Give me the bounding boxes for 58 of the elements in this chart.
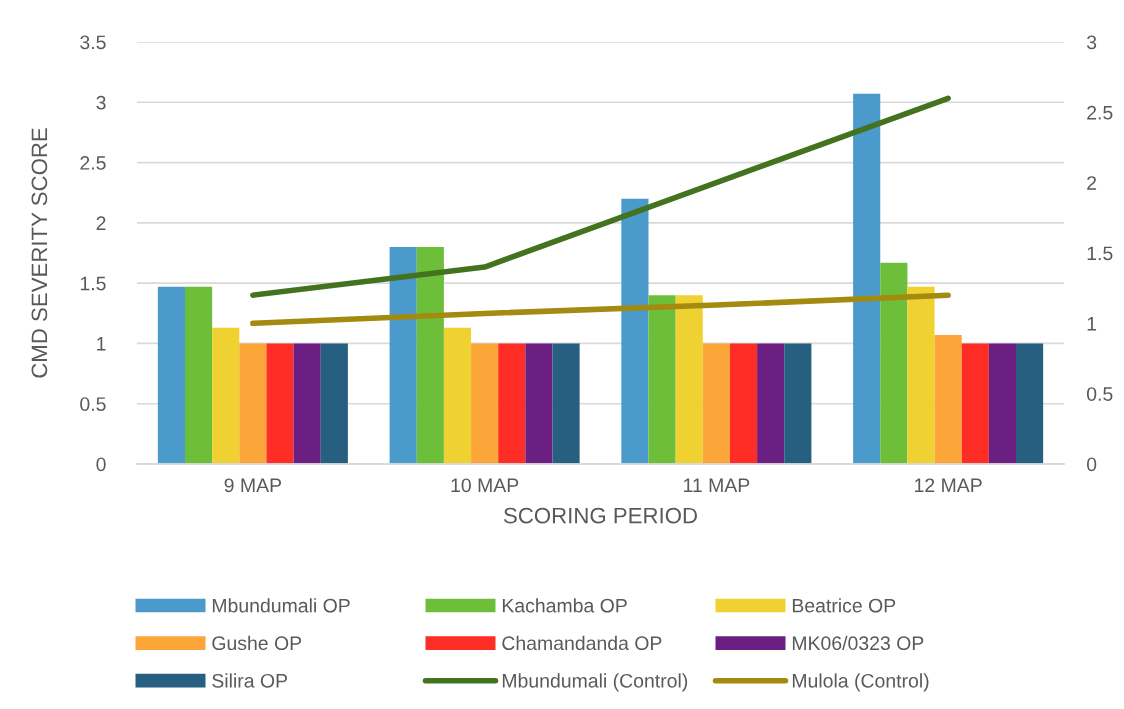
y-tick-label: 1.5 <box>80 276 106 291</box>
bar <box>729 343 758 464</box>
bar <box>416 246 444 464</box>
legend-label: Mbundumali (Control) <box>502 673 688 692</box>
y2-tick-label: 0.5 <box>1086 387 1113 401</box>
legend-label: Beatrice OP <box>792 598 896 613</box>
bar <box>675 295 703 464</box>
legend-label: Silira OP <box>212 673 288 688</box>
y2-tick-label: 3 <box>1086 35 1097 50</box>
bar <box>853 93 881 464</box>
bar <box>239 343 267 464</box>
x-tick-label: 9 MAP <box>224 478 282 493</box>
legend-label: Mbundumali OP <box>212 598 350 613</box>
bar <box>185 286 213 464</box>
legend-label: Kachamba OP <box>502 598 627 613</box>
bar <box>784 343 812 464</box>
y2-tick-label: 1.5 <box>1087 246 1113 261</box>
y-axis-title: CMD SEVERITY SCORE <box>31 128 48 378</box>
y-tick-label: 0 <box>96 457 106 472</box>
y-tick-label: 1 <box>97 337 106 351</box>
bar <box>471 343 499 464</box>
bar <box>525 343 553 464</box>
legend-label: Mulola (Control) <box>792 673 929 692</box>
bar <box>907 286 935 464</box>
y2-tick-label: 1 <box>1087 317 1097 331</box>
y-tick-label: 2.5 <box>80 156 106 170</box>
bar <box>320 343 348 464</box>
bar <box>1015 343 1044 464</box>
legend-label: Gushe OP <box>212 635 302 651</box>
y-tick-label: 3.5 <box>80 35 106 50</box>
bar <box>961 343 989 464</box>
x-axis-title: SCORING PERIOD <box>503 507 697 524</box>
legend-label: Chamandanda OP <box>502 635 662 651</box>
x-tick-label: 11 MAP <box>683 478 750 492</box>
bar <box>389 246 417 464</box>
bar <box>443 327 472 464</box>
bar <box>266 343 294 464</box>
bar <box>498 343 526 464</box>
bar <box>702 343 730 464</box>
x-tick-label: 12 MAP <box>915 478 982 492</box>
bar <box>212 327 240 464</box>
bar <box>757 343 785 464</box>
bar <box>157 286 186 464</box>
bar <box>988 343 1016 464</box>
legend-label: MK06/0323 OP <box>792 635 924 651</box>
bar <box>648 295 676 464</box>
bar <box>293 343 321 464</box>
y2-tick-label: 2.5 <box>1087 105 1113 120</box>
bar <box>934 334 962 464</box>
bar <box>880 262 908 464</box>
x-tick-label: 10 MAP <box>451 478 519 493</box>
y-tick-label: 2 <box>96 216 106 230</box>
y2-tick-label: 2 <box>1087 176 1097 190</box>
bar <box>552 343 580 464</box>
bar <box>621 198 649 464</box>
y2-tick-label: 0 <box>1086 457 1097 472</box>
y-tick-label: 0.5 <box>80 397 106 411</box>
y-tick-label: 3 <box>96 95 106 110</box>
